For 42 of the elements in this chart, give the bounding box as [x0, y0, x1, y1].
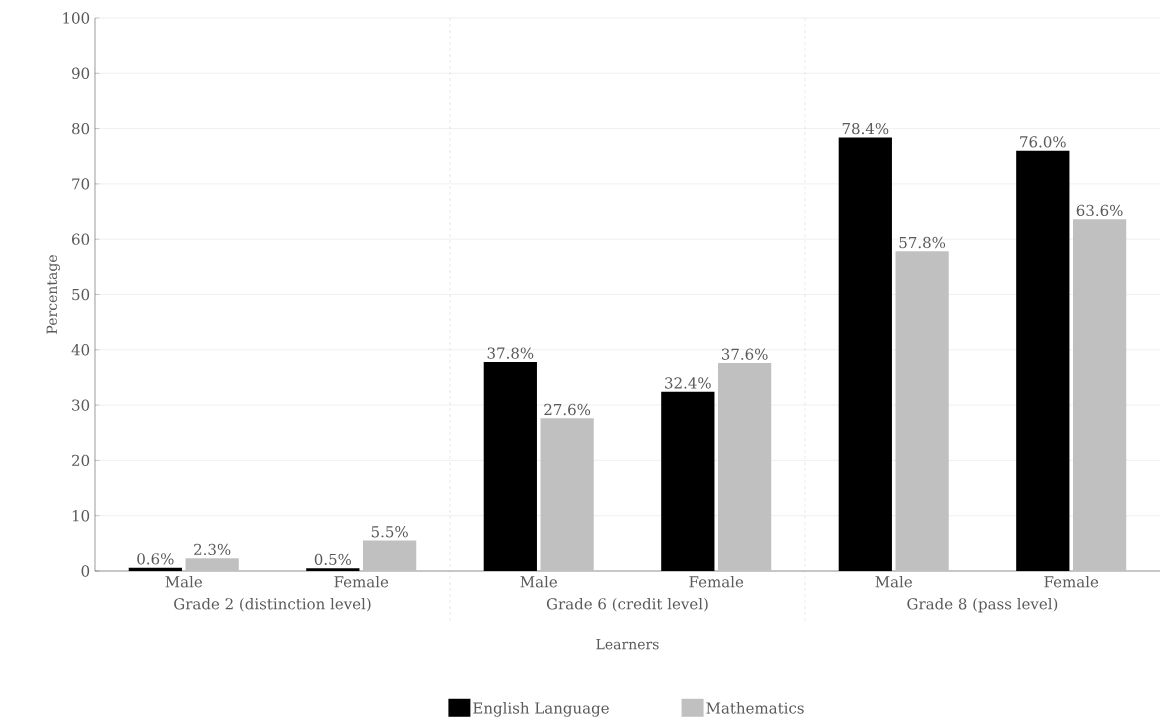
- data-label: 57.8%: [899, 236, 946, 249]
- text: Grade 6 (credit level): [546, 597, 708, 612]
- y-tick-label: 60: [72, 233, 90, 245]
- x-tick-label: Female: [1044, 575, 1099, 588]
- bar: [895, 251, 949, 571]
- bar: [1072, 219, 1127, 571]
- y-tick-label: 50: [72, 288, 90, 301]
- x-tick-label: Male: [875, 575, 912, 588]
- data-label: 5.5%: [371, 526, 408, 538]
- data-label: 32.4%: [665, 377, 711, 389]
- data-label: 37.6%: [721, 348, 768, 360]
- y-tick-label: 100: [63, 12, 90, 24]
- bar: [540, 418, 594, 571]
- text: Grade 2 (distinction level): [174, 597, 371, 612]
- y-tick-label: 20: [72, 454, 90, 467]
- y-tick-label: 70: [72, 178, 90, 190]
- bar: [185, 558, 239, 571]
- data-label: 0.6%: [137, 553, 174, 565]
- y-axis-title: Percentage: [46, 255, 60, 334]
- data-label: 78.4%: [842, 122, 889, 135]
- x-tick-label: Male: [165, 575, 202, 588]
- data-label: 2.3%: [194, 543, 231, 556]
- data-label: 37.8%: [487, 347, 534, 359]
- y-tick-label: 30: [72, 399, 90, 411]
- y-tick-label: 80: [72, 122, 90, 135]
- x-axis-title: Learners: [596, 639, 659, 650]
- data-label: 63.6%: [1076, 204, 1123, 217]
- legend-label: Mathematics: [706, 702, 804, 714]
- legend-label: English Language: [473, 702, 609, 717]
- data-label: 76.0%: [1020, 136, 1066, 148]
- text: Grade 8 (pass level): [907, 597, 1058, 613]
- bar: [363, 540, 417, 571]
- y-tick-label: 10: [72, 510, 90, 522]
- x-tick-label: Male: [520, 575, 557, 588]
- data-label: 27.6%: [544, 403, 591, 416]
- y-tick-label: 0: [81, 565, 90, 577]
- x-tick-label: Female: [689, 575, 744, 588]
- x-tick-label: Female: [334, 575, 389, 588]
- y-tick-label: 90: [71, 67, 90, 79]
- y-tick-label: 40: [71, 344, 90, 356]
- data-label: 0.5%: [314, 553, 352, 566]
- bar: [718, 363, 772, 571]
